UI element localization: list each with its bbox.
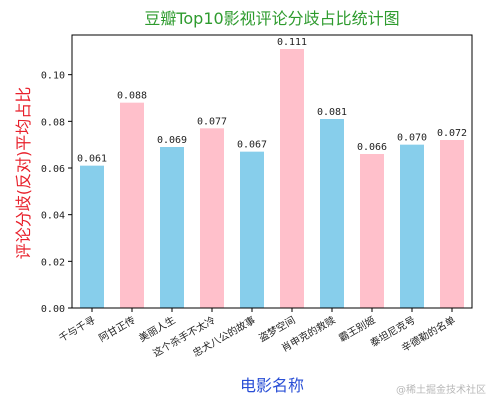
- x-tick-label: 阿甘正传: [96, 313, 137, 344]
- bar: [360, 154, 384, 308]
- bar: [120, 102, 144, 309]
- bars-group: 0.061 0.088 0.069 0.077 0.067 0.111 0.081 0.066…: [77, 37, 467, 309]
- data-label: 0.067: [237, 140, 267, 151]
- chart-title: 豆瓣Top10影视评论分歧占比统计图: [144, 9, 399, 28]
- data-label: 0.066: [357, 142, 387, 153]
- data-label: 0.069: [157, 135, 187, 146]
- bar: [320, 119, 344, 308]
- bar: [240, 151, 264, 308]
- data-label: 0.111: [277, 37, 307, 48]
- bar: [400, 144, 424, 308]
- data-label: 0.088: [117, 91, 147, 102]
- y-tick-label: 0.08: [41, 117, 65, 128]
- y-tick-label: 0.10: [41, 71, 65, 82]
- bar: [80, 165, 104, 308]
- y-axis-label: 评论分歧(反对)平均占比: [14, 87, 33, 260]
- data-label: 0.072: [437, 128, 467, 139]
- x-tick-label: 忠犬八公的故事: [190, 313, 257, 359]
- y-ticks-group: 0.00 0.02 0.04 0.06 0.08 0.10: [41, 71, 72, 315]
- y-tick-label: 0.06: [41, 164, 65, 175]
- data-label: 0.081: [317, 107, 347, 118]
- y-tick-label: 0.04: [41, 211, 65, 222]
- data-label: 0.061: [77, 154, 107, 165]
- y-tick-label: 0.02: [41, 257, 65, 268]
- bar: [160, 147, 184, 308]
- watermark: @稀土掘金技术社区: [396, 383, 486, 396]
- data-label: 0.077: [197, 116, 227, 127]
- y-tick-label: 0.00: [41, 304, 65, 315]
- x-tick-label: 千与千寻: [57, 314, 98, 344]
- x-axis-label: 电影名称: [240, 376, 304, 395]
- data-label: 0.070: [397, 133, 427, 144]
- bar: [200, 128, 224, 308]
- bar: [280, 49, 304, 308]
- plot-frame: [71, 34, 473, 309]
- bar: [440, 140, 464, 308]
